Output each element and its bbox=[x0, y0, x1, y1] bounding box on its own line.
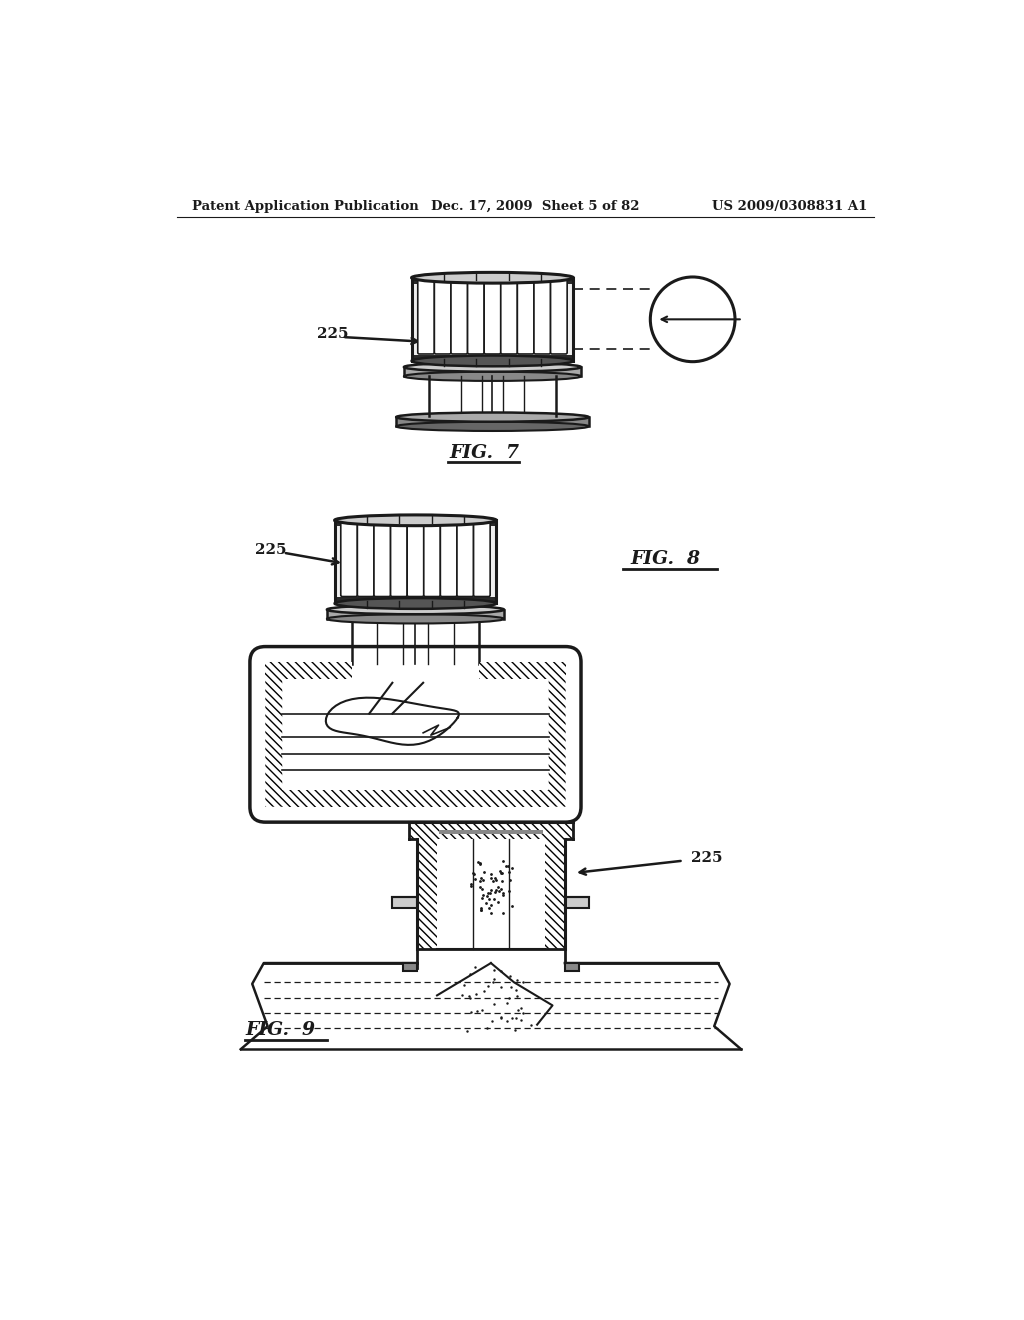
Bar bbox=[265, 663, 352, 678]
Bar bbox=[336, 527, 495, 598]
FancyBboxPatch shape bbox=[434, 276, 451, 354]
FancyBboxPatch shape bbox=[374, 517, 390, 597]
Text: 225: 225 bbox=[255, 543, 287, 557]
FancyBboxPatch shape bbox=[549, 663, 565, 807]
FancyBboxPatch shape bbox=[451, 276, 468, 354]
Ellipse shape bbox=[403, 363, 581, 372]
Bar bbox=[283, 789, 549, 807]
Ellipse shape bbox=[396, 422, 589, 432]
Bar bbox=[410, 822, 572, 840]
FancyBboxPatch shape bbox=[341, 517, 357, 597]
Bar bbox=[327, 610, 504, 619]
Ellipse shape bbox=[396, 413, 589, 422]
Text: 225: 225 bbox=[691, 850, 723, 865]
Bar bbox=[396, 417, 589, 426]
FancyBboxPatch shape bbox=[517, 276, 534, 354]
Bar bbox=[565, 964, 579, 970]
Text: FIG.  9: FIG. 9 bbox=[246, 1022, 315, 1039]
Text: Patent Application Publication: Patent Application Publication bbox=[193, 199, 419, 213]
Bar bbox=[403, 367, 581, 376]
FancyBboxPatch shape bbox=[408, 517, 424, 597]
Text: FIG.  7: FIG. 7 bbox=[450, 444, 520, 462]
Ellipse shape bbox=[403, 372, 581, 381]
FancyBboxPatch shape bbox=[468, 276, 484, 354]
Bar bbox=[438, 830, 544, 834]
FancyBboxPatch shape bbox=[484, 276, 501, 354]
FancyBboxPatch shape bbox=[265, 663, 283, 807]
Bar bbox=[413, 284, 571, 355]
Bar bbox=[392, 896, 417, 908]
FancyBboxPatch shape bbox=[357, 517, 374, 597]
Bar bbox=[412, 355, 573, 360]
FancyBboxPatch shape bbox=[551, 276, 567, 354]
FancyBboxPatch shape bbox=[534, 276, 551, 354]
Text: US 2009/0308831 A1: US 2009/0308831 A1 bbox=[712, 199, 867, 213]
FancyBboxPatch shape bbox=[424, 517, 440, 597]
Bar bbox=[403, 964, 417, 970]
Ellipse shape bbox=[412, 355, 573, 367]
FancyBboxPatch shape bbox=[501, 276, 517, 354]
FancyBboxPatch shape bbox=[473, 517, 490, 597]
Bar bbox=[545, 822, 565, 949]
Bar bbox=[412, 277, 573, 360]
Ellipse shape bbox=[335, 515, 497, 525]
Text: FIG.  8: FIG. 8 bbox=[631, 550, 700, 568]
Circle shape bbox=[650, 277, 735, 362]
Bar bbox=[335, 520, 497, 527]
Bar bbox=[417, 822, 437, 949]
Ellipse shape bbox=[412, 272, 573, 284]
Text: Dec. 17, 2009  Sheet 5 of 82: Dec. 17, 2009 Sheet 5 of 82 bbox=[431, 199, 639, 213]
Bar bbox=[412, 277, 573, 284]
FancyBboxPatch shape bbox=[250, 647, 581, 822]
FancyBboxPatch shape bbox=[440, 517, 457, 597]
Bar bbox=[479, 663, 565, 678]
FancyBboxPatch shape bbox=[390, 517, 408, 597]
Text: 225: 225 bbox=[316, 327, 348, 341]
Ellipse shape bbox=[335, 598, 497, 609]
Bar bbox=[417, 822, 565, 949]
Ellipse shape bbox=[327, 614, 504, 623]
Bar bbox=[335, 520, 497, 603]
Ellipse shape bbox=[327, 605, 504, 614]
FancyBboxPatch shape bbox=[457, 517, 473, 597]
Bar bbox=[565, 896, 590, 908]
FancyBboxPatch shape bbox=[418, 276, 434, 354]
Bar bbox=[335, 597, 497, 603]
